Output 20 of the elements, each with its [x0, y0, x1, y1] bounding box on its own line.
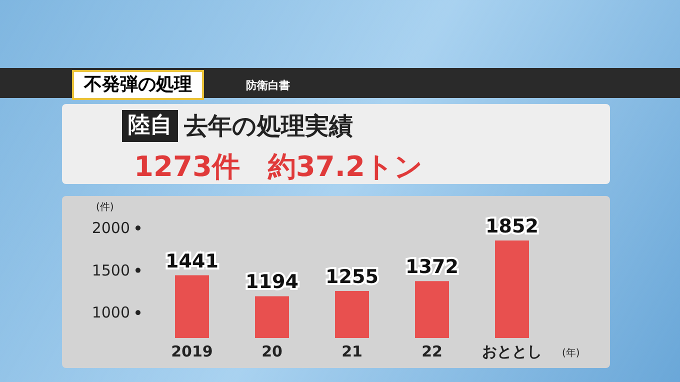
- y-tick-label: 2000: [92, 219, 130, 237]
- x-tick-label: 22: [422, 342, 442, 361]
- x-axis-title: (年): [562, 347, 580, 360]
- data-label: 1194: [246, 271, 298, 294]
- x-tick-label: 21: [342, 342, 362, 361]
- x-tick-label: 2019: [171, 342, 213, 361]
- chart-subtitle: 去年の処理実績: [184, 111, 353, 142]
- data-label: 1372: [406, 256, 458, 278]
- y-tick-label: 1500: [92, 261, 130, 280]
- y-tick-label: 1000: [92, 304, 130, 322]
- text: 陸自: [122, 110, 178, 142]
- y-axis-title: (件): [96, 201, 114, 214]
- chart-title: 不発弾の処理: [72, 70, 204, 100]
- data-label: 1255: [326, 266, 378, 288]
- data-label: 1852: [486, 216, 538, 238]
- x-tick-label: 20: [262, 342, 282, 361]
- x-tick-label: おととし: [482, 342, 542, 361]
- text: 1273件 約37.2トン: [134, 149, 424, 185]
- text: 防衛白書: [246, 78, 290, 93]
- data-label: 1441: [166, 250, 218, 272]
